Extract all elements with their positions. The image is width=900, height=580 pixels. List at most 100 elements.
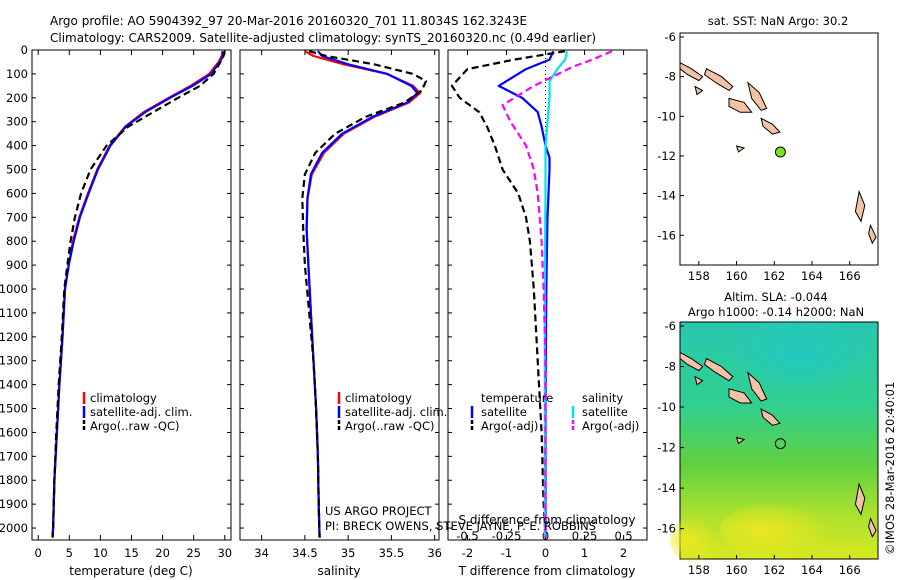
depth-tick-label: 1100 xyxy=(0,306,28,320)
island-shape xyxy=(703,357,734,382)
depth-tick-label: 1500 xyxy=(0,402,28,416)
depth-tick-label: 2000 xyxy=(0,521,28,535)
depth-tick-label: 600 xyxy=(6,186,28,200)
map-lat-label: -6 xyxy=(665,30,676,44)
depth-tick-label: 1400 xyxy=(0,378,28,392)
legend-satellite-adj: satellite-adj. clim. xyxy=(345,405,447,419)
legend-salinity-title: salinity xyxy=(582,391,623,405)
legend-climatology: climatology xyxy=(90,391,157,405)
s-diff-tick-label: -0.25 xyxy=(492,529,522,543)
depth-tick-label: 1200 xyxy=(0,330,28,344)
depth-axis: 0 100 200 300 400 500 600 700 800 900 1000 1100 1200… xyxy=(0,43,647,535)
map-lat-label: -12 xyxy=(657,149,676,163)
sst-cool-patch xyxy=(730,315,870,395)
x-tick-label: 1 xyxy=(581,546,588,560)
temperature-satellite-line xyxy=(497,50,555,538)
depth-tick-label: 1800 xyxy=(0,473,28,487)
map-lat-label: -8 xyxy=(665,70,676,84)
map-lon-label: 166 xyxy=(839,563,861,577)
s-difference-label: S difference from climatology xyxy=(459,513,636,527)
island-shape xyxy=(735,436,746,445)
x-tick-label: 15 xyxy=(124,546,139,560)
map-lat-label: -14 xyxy=(657,481,676,495)
depth-tick-label: 200 xyxy=(6,91,28,105)
x-tick-label: 35 xyxy=(341,546,356,560)
island-shape xyxy=(760,408,781,426)
island-shape xyxy=(747,371,768,402)
depth-tick-label: 1900 xyxy=(0,497,28,511)
legend-argo: Argo(..raw -QC) xyxy=(90,419,180,433)
sst-warm-patch xyxy=(720,500,860,560)
depth-tick-label: 1700 xyxy=(0,449,28,463)
island-shape xyxy=(703,67,734,92)
salinity-plot: 34 34.5 35 35.5 36 xyxy=(254,50,442,560)
depth-tick-label: 300 xyxy=(6,115,28,129)
salinity-legend: climatology satellite-adj. clim. Argo(..… xyxy=(337,391,447,433)
island-shape xyxy=(679,351,704,372)
x-tick-label: 10 xyxy=(93,546,108,560)
island-shape xyxy=(735,145,746,153)
legend-climatology: climatology xyxy=(345,391,412,405)
map-lat-label: -16 xyxy=(657,228,676,242)
map-lat-label: -10 xyxy=(657,400,676,414)
legend-t-satellite: satellite xyxy=(481,405,527,419)
map-lon-label: 160 xyxy=(726,563,748,577)
top-map: 158 160 162 164 166 -6 -8 -10 -12 -14 -16 xyxy=(657,30,877,283)
s-diff-tick-label: 0.5 xyxy=(614,529,632,543)
map-lon-label: 158 xyxy=(688,269,710,283)
x-tick-label: 2 xyxy=(620,546,627,560)
legend-argo: Argo(..raw -QC) xyxy=(345,419,435,433)
imos-credit: ©IMOS 28-Mar-2016 20:40:01 xyxy=(883,382,897,555)
t-difference-xlabel: T difference from climatology xyxy=(458,564,636,578)
x-tick-label: 5 xyxy=(66,546,73,560)
s-diff-tick-label: -0.5 xyxy=(456,529,478,543)
island-shape xyxy=(868,223,877,245)
depth-tick-label: 0 xyxy=(21,43,28,57)
x-tick-label: 34.5 xyxy=(292,546,318,560)
map-lat-label: -14 xyxy=(657,189,676,203)
map-lon-label: 164 xyxy=(801,269,823,283)
x-tick-label: 35.5 xyxy=(379,546,405,560)
x-tick-label: 20 xyxy=(155,546,170,560)
depth-tick-label: 900 xyxy=(6,258,28,272)
depth-tick-label: 1300 xyxy=(0,354,28,368)
argo-raw-qc-line xyxy=(51,50,226,538)
legend-satellite-adj: satellite-adj. clim. xyxy=(90,405,192,419)
argo-float-marker xyxy=(774,146,786,158)
map-lon-label: 162 xyxy=(763,563,785,577)
salinity-plot-frame xyxy=(239,49,440,541)
island-shape xyxy=(694,375,704,386)
temperature-legend: climatology satellite-adj. clim. Argo(..… xyxy=(82,391,192,433)
x-tick-label: -2 xyxy=(462,546,473,560)
project-pi: PI: BRECK OWENS, STEVE JAYNE, P. E. ROBB… xyxy=(325,519,596,533)
salinity-xlabel: salinity xyxy=(317,564,360,578)
depth-tick-label: 700 xyxy=(6,210,28,224)
map-lat-label: -10 xyxy=(657,109,676,123)
island-shape xyxy=(747,81,768,111)
bottom-map-title1: Altim. SLA: -0.044 xyxy=(724,290,828,304)
island-shape xyxy=(679,61,704,82)
x-tick-label: 36 xyxy=(427,546,442,560)
x-tick-label: 0 xyxy=(542,546,549,560)
x-tick-label: 34 xyxy=(254,546,269,560)
island-shape xyxy=(694,85,704,96)
island-shape xyxy=(728,97,753,113)
temperature-argo-adj-line xyxy=(450,50,566,538)
island-shape xyxy=(854,482,866,516)
x-tick-label: 25 xyxy=(186,546,201,560)
map-lon-label: 164 xyxy=(801,563,823,577)
header-line2: Climatology: CARS2009. Satellite-adjuste… xyxy=(50,31,596,45)
map-lat-label: -8 xyxy=(665,360,676,374)
project-name: US ARGO PROJECT xyxy=(325,504,433,518)
s-diff-tick-label: 0.25 xyxy=(572,529,598,543)
legend-s-argo: Argo(-adj) xyxy=(582,419,639,433)
difference-legend: temperature satellite Argo(-adj) salinit… xyxy=(470,391,639,433)
salinity-argo-adj-line xyxy=(501,50,613,538)
map-lon-label: 166 xyxy=(839,269,861,283)
argo-float-marker xyxy=(774,438,786,450)
argo-raw-qc-line xyxy=(301,50,428,538)
depth-tick-label: 800 xyxy=(6,234,28,248)
map-lon-label: 158 xyxy=(688,563,710,577)
map-lat-label: -6 xyxy=(665,319,676,333)
